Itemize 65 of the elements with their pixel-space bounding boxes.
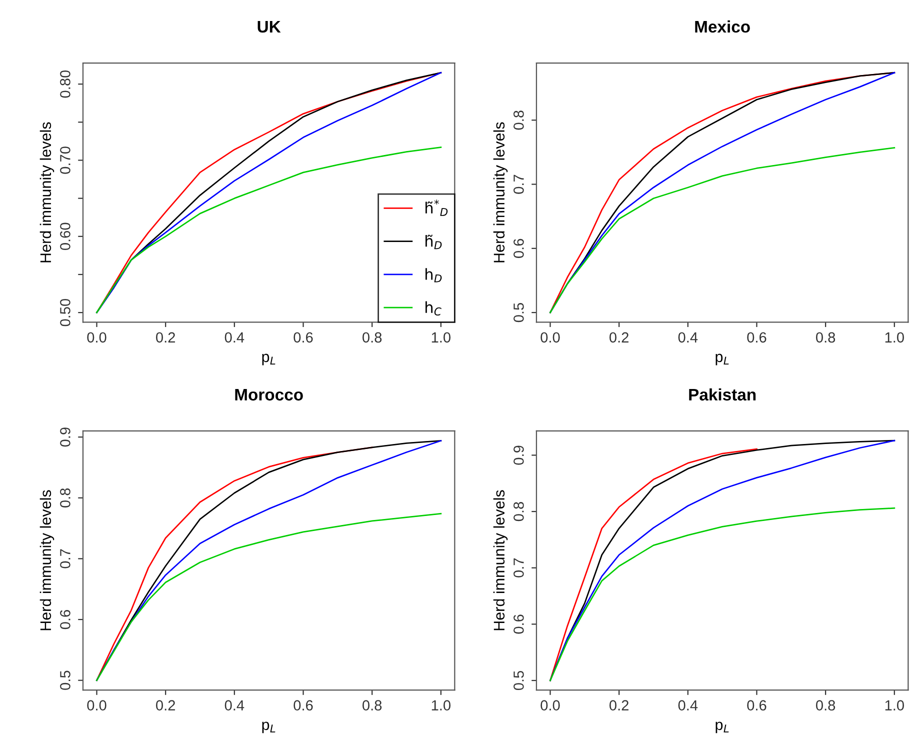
x-tick-label: 0.6	[747, 700, 766, 710]
x-axis-title: p$_{L}$	[716, 722, 729, 734]
x-tick-label: 0.0	[87, 700, 106, 710]
y-tick-label: 0.8	[514, 502, 524, 522]
x-tick-label: 1.0	[432, 332, 450, 343]
line-series	[550, 448, 758, 682]
chart-title: Mexico	[695, 20, 750, 33]
x-tick-label: 0.8	[816, 332, 836, 343]
x-axis-title: p$_{L}$	[716, 354, 729, 366]
x-axis-title: p$_{L}$	[262, 354, 276, 366]
line-series	[96, 146, 442, 314]
y-tick-label: 0.6	[60, 610, 70, 630]
y-axis-title: Herd immunity levels	[40, 122, 54, 262]
x-tick-label: 0.8	[816, 700, 836, 710]
x-tick-label: 0.6	[294, 332, 313, 343]
chart-title: Pakistan	[689, 388, 756, 401]
x-tick-label: 1.0	[885, 700, 904, 710]
legend-label: h̃$_{D}$	[426, 234, 442, 250]
y-tick-label: 0.5	[60, 670, 70, 690]
x-tick-label: 0.8	[362, 332, 382, 343]
y-tick-label: 0.8	[514, 110, 524, 130]
x-tick-label: 0.0	[87, 332, 106, 343]
y-tick-label: 0.8	[60, 488, 70, 508]
legend-label: h̃$^{*}$$_{D}$	[426, 200, 448, 216]
y-tick-label: 0.5	[514, 303, 524, 322]
x-tick-label: 0.4	[678, 700, 698, 710]
y-tick-label: 0.7	[60, 549, 70, 568]
x-tick-label: 1.0	[885, 332, 904, 343]
x-tick-label: 0.6	[294, 700, 313, 710]
line-series	[96, 512, 442, 682]
y-axis-title: Herd immunity levels	[493, 122, 508, 262]
x-tick-label: 1.0	[432, 700, 450, 710]
legend-label: h$_{D}$	[426, 268, 442, 282]
y-tick-label: 0.6	[514, 238, 524, 258]
x-axis-title: p$_{L}$	[262, 722, 276, 734]
y-tick-label: 0.7	[514, 558, 524, 578]
x-tick-label: 0.6	[747, 332, 766, 343]
y-tick-label: 0.9	[514, 446, 524, 465]
x-tick-label: 0.2	[610, 332, 628, 343]
y-tick-label: 0.9	[60, 428, 70, 447]
x-tick-label: 0.8	[362, 700, 382, 710]
chart-title: Morocco	[235, 388, 303, 401]
y-axis-title: Herd immunity levels	[40, 490, 54, 630]
y-tick-label: 0.70	[60, 146, 70, 174]
chart-title: UK	[258, 21, 281, 33]
x-tick-label: 0.2	[156, 700, 175, 710]
line-series	[550, 147, 896, 314]
line-series	[550, 72, 896, 314]
y-tick-label: 0.50	[60, 298, 70, 326]
x-tick-label: 0.0	[540, 700, 560, 710]
y-tick-label: 0.5	[514, 670, 524, 690]
x-tick-label: 0.2	[156, 332, 175, 343]
x-tick-label: 0.0	[540, 332, 560, 343]
y-axis-title: Herd immunity levels	[493, 490, 508, 630]
x-tick-label: 0.2	[610, 700, 628, 710]
y-tick-label: 0.80	[60, 70, 70, 98]
y-tick-label: 0.60	[60, 222, 70, 250]
legend-label: h$_{C}$	[426, 301, 442, 316]
y-tick-label: 0.7	[514, 174, 524, 194]
line-series	[550, 507, 896, 682]
x-tick-label: 0.4	[224, 332, 244, 343]
x-tick-label: 0.4	[224, 700, 244, 710]
x-tick-label: 0.4	[678, 332, 698, 343]
line-series	[96, 72, 442, 314]
y-tick-label: 0.6	[514, 614, 524, 634]
